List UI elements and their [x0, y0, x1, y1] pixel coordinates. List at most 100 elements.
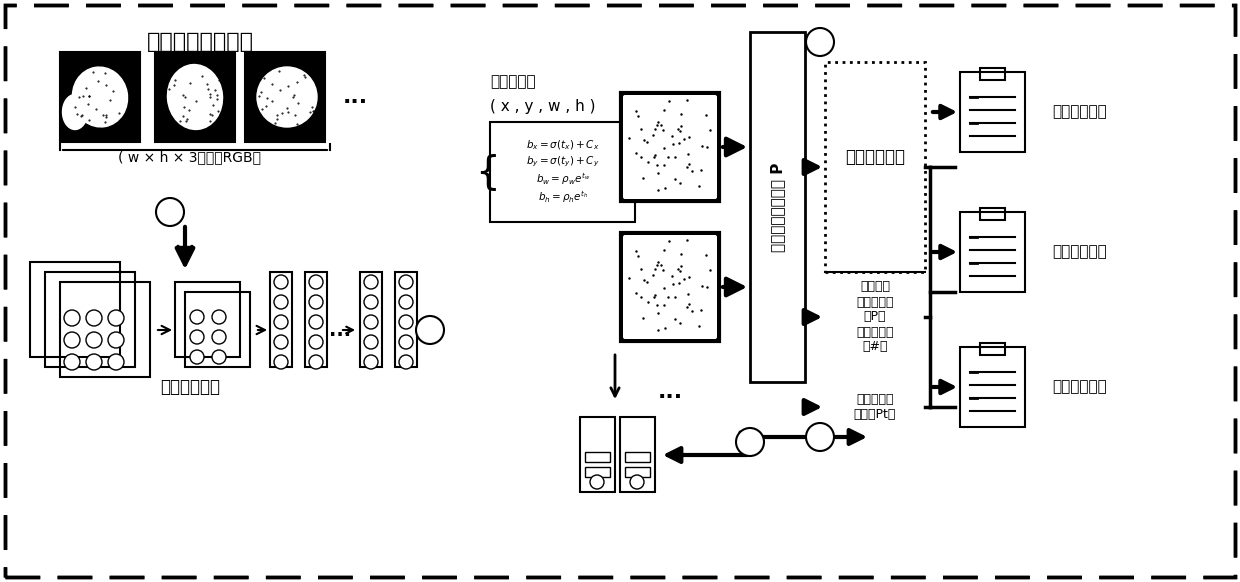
Circle shape — [108, 354, 124, 370]
Text: ...: ... — [657, 382, 682, 402]
Bar — [60, 52, 140, 142]
Ellipse shape — [167, 65, 222, 129]
Circle shape — [274, 275, 288, 289]
Circle shape — [365, 275, 378, 289]
Circle shape — [806, 28, 835, 56]
Bar — [620, 232, 720, 342]
Text: 2: 2 — [424, 322, 435, 338]
Text: 判断标准：
阈值（Pt）: 判断标准： 阈值（Pt） — [854, 393, 897, 421]
Bar — [750, 32, 805, 382]
Text: 模拟众诊合参: 模拟众诊合参 — [844, 148, 905, 166]
Circle shape — [108, 332, 124, 348]
Bar — [585, 467, 610, 477]
Circle shape — [590, 475, 604, 489]
Bar — [30, 262, 120, 357]
Circle shape — [274, 295, 288, 309]
Circle shape — [190, 310, 205, 324]
Bar — [960, 72, 1025, 152]
Ellipse shape — [62, 94, 88, 130]
Bar — [246, 52, 325, 142]
Circle shape — [399, 355, 413, 369]
Bar — [625, 452, 650, 462]
Circle shape — [108, 310, 124, 326]
Text: 模拟诊断结果: 模拟诊断结果 — [1053, 105, 1107, 119]
Circle shape — [399, 335, 413, 349]
Bar — [980, 343, 1004, 355]
Bar — [980, 68, 1004, 80]
FancyBboxPatch shape — [622, 235, 717, 339]
FancyBboxPatch shape — [622, 95, 717, 199]
Circle shape — [806, 423, 835, 451]
Circle shape — [64, 310, 81, 326]
Circle shape — [156, 198, 184, 226]
Circle shape — [274, 315, 288, 329]
Ellipse shape — [72, 67, 128, 127]
Text: ( w × h × 3通道（RGB）: ( w × h × 3通道（RGB） — [119, 150, 262, 164]
Bar — [490, 122, 635, 222]
Bar — [620, 92, 720, 202]
Text: 3: 3 — [745, 435, 755, 449]
Bar — [305, 272, 327, 367]
Circle shape — [309, 315, 322, 329]
Circle shape — [274, 335, 288, 349]
Circle shape — [399, 275, 413, 289]
Text: ...: ... — [342, 87, 367, 107]
Bar — [360, 272, 382, 367]
Circle shape — [309, 295, 322, 309]
Text: 同时度量
病灶置信度
（P）
及出现数量
（#）: 同时度量 病灶置信度 （P） 及出现数量 （#） — [857, 281, 894, 353]
Bar — [585, 452, 610, 462]
Circle shape — [365, 335, 378, 349]
Text: {: { — [476, 153, 501, 191]
Bar — [825, 62, 925, 272]
Circle shape — [399, 315, 413, 329]
Circle shape — [365, 355, 378, 369]
Circle shape — [309, 355, 322, 369]
Circle shape — [399, 295, 413, 309]
Circle shape — [212, 310, 226, 324]
Text: 病灶坐标：: 病灶坐标： — [490, 74, 536, 90]
Bar — [620, 417, 655, 492]
Circle shape — [86, 310, 102, 326]
Circle shape — [64, 354, 81, 370]
Bar — [960, 212, 1025, 292]
Bar — [155, 52, 236, 142]
Circle shape — [212, 350, 226, 364]
Circle shape — [86, 354, 102, 370]
Ellipse shape — [257, 67, 317, 127]
Circle shape — [190, 350, 205, 364]
Circle shape — [309, 335, 322, 349]
Text: 计算症状对应概率 P: 计算症状对应概率 P — [770, 162, 785, 251]
Text: 深度神经网络: 深度神经网络 — [160, 378, 219, 396]
Bar — [620, 92, 720, 202]
Text: 模拟诊断结果: 模拟诊断结果 — [1053, 244, 1107, 260]
Bar — [580, 417, 615, 492]
Text: 输入舌诊图片样本: 输入舌诊图片样本 — [146, 32, 253, 52]
Text: 模拟诊断结果: 模拟诊断结果 — [1053, 379, 1107, 395]
Bar — [396, 272, 417, 367]
Circle shape — [737, 428, 764, 456]
Circle shape — [274, 355, 288, 369]
Bar — [60, 282, 150, 377]
Circle shape — [365, 315, 378, 329]
Bar — [625, 467, 650, 477]
Bar — [185, 292, 250, 367]
Circle shape — [212, 330, 226, 344]
Circle shape — [365, 295, 378, 309]
Text: 1: 1 — [165, 204, 175, 219]
Text: ...: ... — [329, 321, 351, 339]
Text: ( x , y , w , h ): ( x , y , w , h ) — [490, 100, 595, 115]
Circle shape — [309, 275, 322, 289]
Text: 4: 4 — [815, 430, 826, 445]
Text: $b_x = \sigma(t_x) + C_x$
$b_y = \sigma(t_y) + C_y$
$b_w = \rho_w e^{t_w}$
$b_h : $b_x = \sigma(t_x) + C_x$ $b_y = \sigma(… — [526, 139, 600, 205]
Bar — [620, 232, 720, 342]
Bar — [175, 282, 241, 357]
Text: 4: 4 — [815, 34, 826, 49]
Circle shape — [415, 316, 444, 344]
Bar — [980, 208, 1004, 220]
Bar — [45, 272, 135, 367]
Bar — [270, 272, 291, 367]
Bar — [960, 347, 1025, 427]
Circle shape — [86, 332, 102, 348]
Circle shape — [630, 475, 644, 489]
Circle shape — [64, 332, 81, 348]
